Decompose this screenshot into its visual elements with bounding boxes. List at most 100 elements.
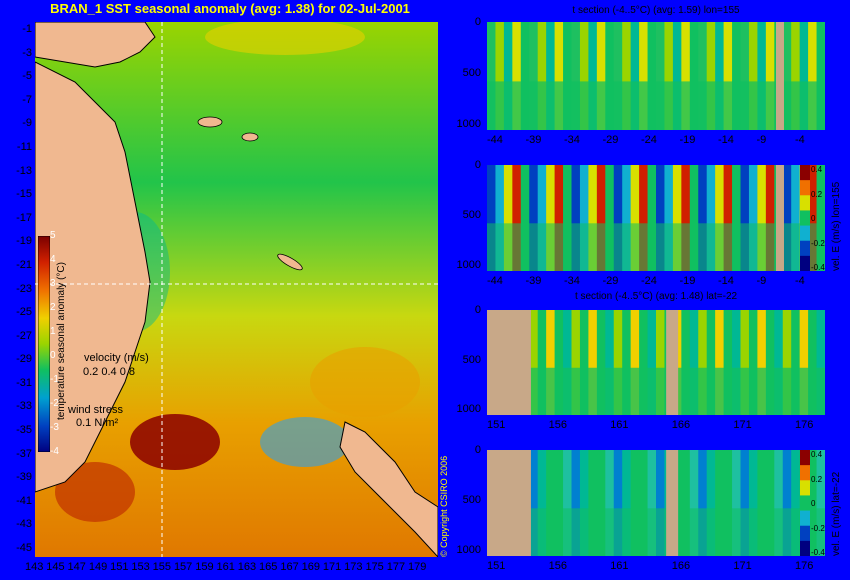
map-colorbar-tick: 5 [50,230,56,241]
section-band [579,22,590,130]
panel-colorbar-label: vel. E (m/s) lat=-22 [831,471,842,556]
section-band [672,165,683,271]
section-band [563,22,573,130]
section-band [639,22,649,130]
section-band [656,165,666,271]
panel-y-tick: 0 [474,16,481,28]
section-band [808,165,818,271]
section-band [630,22,641,130]
land-mask [775,22,784,130]
section-plot[interactable] [487,310,825,415]
section-band [765,450,776,556]
section-band [689,22,700,130]
map-lat-tick: -29 [16,353,32,366]
panel-x-tick: -34 [564,134,580,146]
deep-layer [487,367,825,415]
panel-colorbar-tick: 0.2 [811,189,823,199]
panel-colorbar-tick: 0 [811,214,816,223]
map-lon-tick: 153 [131,561,150,573]
map-lon-tick: 159 [195,561,214,573]
map-lat-tick: -13 [16,164,32,177]
map-lon-tick: 155 [152,561,172,573]
panel-y-tick: 500 [462,494,481,506]
panel-x-tick: -14 [718,275,734,287]
section-band [613,450,624,556]
section-band [622,450,632,556]
section-band [656,310,666,415]
section-band [520,165,531,271]
warm-anomaly-patch [310,347,420,417]
section-band [563,450,573,556]
section-band [546,165,556,271]
section-band [605,22,615,130]
section-band [495,22,505,130]
island [197,116,223,128]
map-lon-tick: 169 [301,561,320,573]
panel-x-tick: 171 [733,560,752,572]
section-band [563,310,573,415]
section-band [537,310,548,415]
sst-anomaly-map[interactable] [35,22,438,557]
section-band [596,165,607,271]
map-colorbar-tick: 0 [50,350,56,361]
map-lat-tick: -17 [16,211,32,224]
section-band [639,450,649,556]
section-band [487,22,497,130]
map-lat-tick: -7 [22,93,32,106]
deep-layer [487,508,825,556]
panel-x-tick: 156 [548,419,567,431]
land-mask [666,450,679,556]
velocity-legend-scale: 0.2 0.4 0.8 [83,366,135,378]
section-band [706,310,717,415]
section-band [647,165,657,271]
section-band [706,22,717,130]
map-lat-tick: -11 [16,140,32,153]
section-band [774,310,784,415]
map-lat-tick: -43 [16,518,32,531]
deep-layer [487,223,825,271]
section-band [546,22,556,130]
map-lon-tick: 149 [88,561,108,573]
map-lon-tick: 147 [67,561,86,573]
panel-x-tick: 161 [610,419,629,431]
map-colorbar-tick: 3 [50,278,56,289]
panel-x-tick: -29 [602,275,619,287]
section-band [740,450,750,556]
section-band [605,165,615,271]
map-lat-tick: -21 [16,258,32,271]
map-lon-tick: 151 [110,561,129,573]
section-band [782,450,793,556]
panel-x-tick: 176 [795,419,814,431]
panel-x-tick: -29 [602,134,619,146]
section-plot[interactable] [487,450,825,556]
section-band [757,22,767,130]
section-band [816,450,825,556]
section-band [723,22,734,130]
section-band [630,310,641,415]
section-plot[interactable] [487,165,825,271]
section-band [757,310,767,415]
panel-colorbar-tick: -0.2 [811,238,825,248]
section-band [554,310,565,415]
section-band [774,450,784,556]
section-band [503,165,514,271]
section-band [639,310,649,415]
map-lat-tick: -23 [16,282,32,295]
section-band [816,22,825,130]
panel-colorbar-tick: 0.4 [811,450,823,459]
section-plot[interactable] [487,22,825,130]
panel-x-tick: 151 [487,560,506,572]
section-band [571,22,581,130]
map-lat-tick: -19 [16,235,32,248]
warm-anomaly-patch [205,22,365,55]
panel-y-tick: 500 [462,353,481,366]
section-band [596,450,607,556]
section-band [647,450,657,556]
map-lat-tick: -3 [22,46,32,59]
island [241,132,259,142]
panel-x-tick: 166 [671,419,691,431]
section-band [748,310,759,415]
section-band [715,310,725,415]
section-band [664,22,674,130]
section-band [740,310,750,415]
